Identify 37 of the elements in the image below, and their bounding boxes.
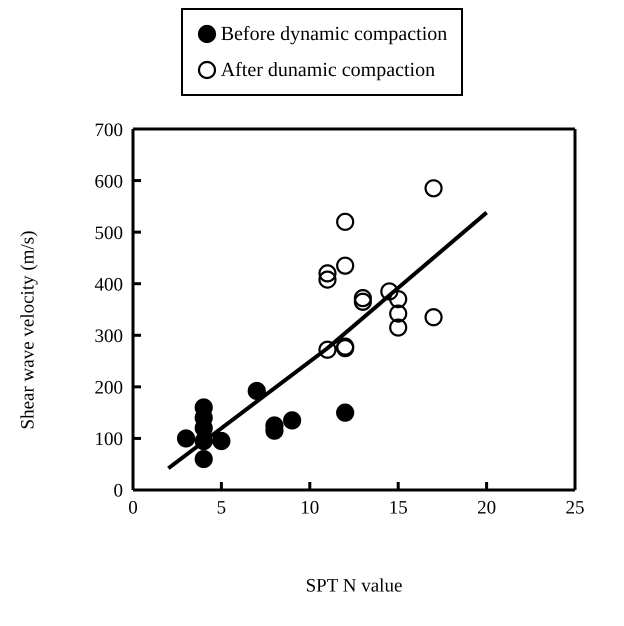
point: [336, 404, 354, 422]
point: [248, 382, 266, 400]
y-tick-label: 200: [94, 378, 123, 399]
point: [380, 282, 398, 301]
x-tick-label: 20: [477, 497, 496, 518]
point: [389, 290, 408, 308]
point: [194, 450, 213, 468]
point: [212, 432, 230, 450]
point: [389, 318, 408, 337]
y-tick-label: 600: [94, 171, 123, 192]
point: [354, 292, 372, 311]
point: [424, 179, 443, 198]
point: [176, 429, 196, 448]
y-tick-label: 0: [114, 480, 123, 502]
y-tick-label: 400: [94, 274, 123, 296]
point: [318, 264, 337, 282]
y-tick-label: 100: [94, 429, 123, 450]
point: [318, 270, 337, 289]
x-tick-label: 10: [300, 497, 320, 518]
y-tick-label: 300: [94, 326, 123, 348]
y-axis-title: Shear wave velocity (m/s): [17, 230, 39, 430]
legend-label: Before dynamic compaction: [220, 22, 448, 46]
point: [389, 304, 408, 323]
legend-label: After dunamic compaction: [220, 58, 436, 82]
point: [283, 411, 302, 430]
x-axis-title: SPT N value: [306, 575, 402, 596]
y-tick-label: 700: [94, 120, 123, 141]
point: [354, 289, 372, 308]
y-tick-label: 500: [94, 222, 123, 244]
point: [336, 212, 354, 231]
point: [318, 340, 337, 359]
x-tick-label: 25: [566, 497, 584, 518]
point: [424, 308, 443, 326]
x-tick-label: 0: [128, 497, 138, 518]
x-tick-label: 15: [388, 497, 408, 518]
x-tick-label: 5: [216, 497, 226, 518]
point: [336, 256, 354, 275]
